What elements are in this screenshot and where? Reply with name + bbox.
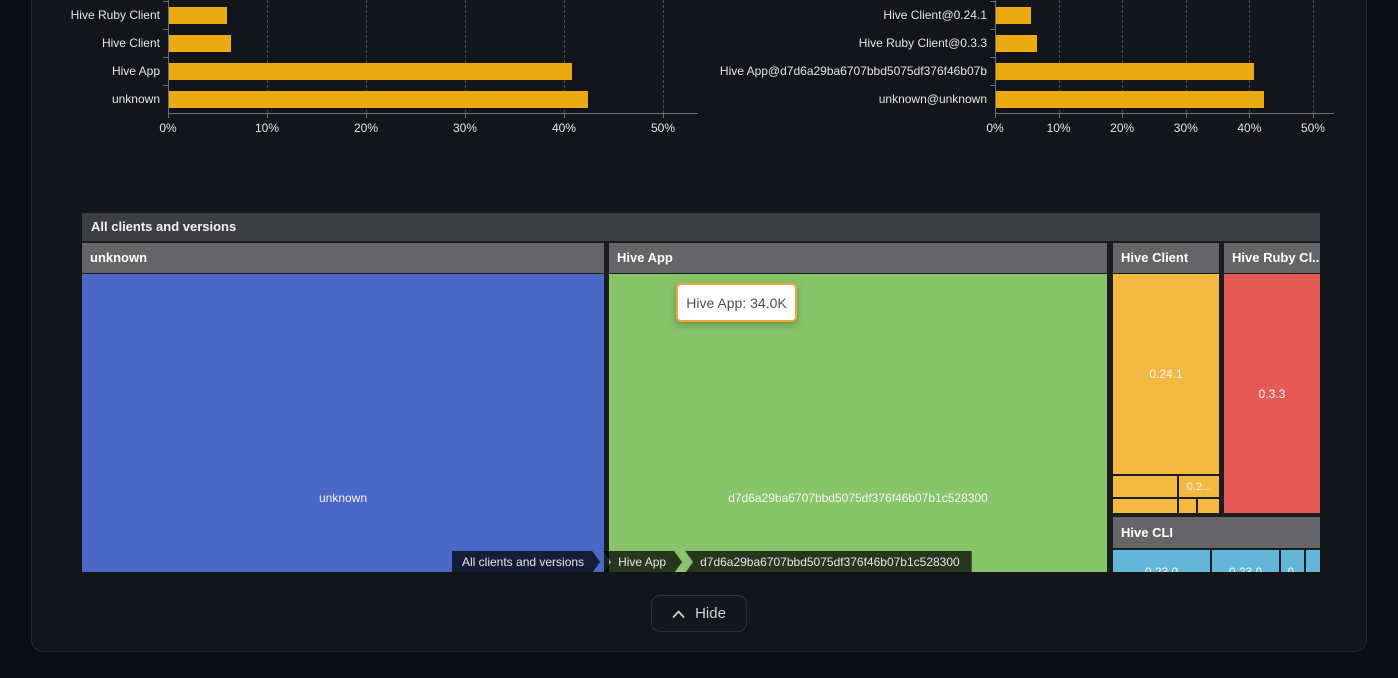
treemap-group-header-hive-app[interactable]: Hive App <box>609 243 1107 273</box>
category-label: unknown <box>111 92 160 106</box>
treemap-tooltip: Hive App: 34.0K <box>676 283 797 322</box>
gridline <box>1058 0 1060 113</box>
treemap-node-hive-client-0-24-1[interactable]: 0.24.1 <box>1113 274 1219 474</box>
bar[interactable] <box>996 91 1264 108</box>
gridline <box>663 0 664 113</box>
treemap-node-hive-client-minor[interactable]: 0.2... <box>1179 476 1219 497</box>
breadcrumb-item-hash[interactable]: d7d6a29ba6707bbd5075df376f46b07b1c528300 <box>685 551 972 572</box>
breadcrumb-item-hive-app[interactable]: Hive App <box>603 551 682 572</box>
treemap-node-hive-cli-version[interactable]: 0.23.0 <box>1212 550 1279 572</box>
y-axis-line <box>995 0 996 113</box>
category-label: Hive Client <box>101 36 160 50</box>
axis-tick <box>168 113 169 118</box>
axis-tick <box>465 113 466 118</box>
axis-tick-label: 0% <box>159 121 177 135</box>
axis-tick-label: 10% <box>254 121 280 135</box>
axis-tick-label: 40% <box>551 121 577 135</box>
axis-tick <box>1185 113 1187 118</box>
axis-tick <box>163 29 168 30</box>
bar[interactable] <box>169 91 588 108</box>
treemap-group-header-unknown[interactable]: unknown <box>82 243 604 273</box>
axis-tick <box>267 113 268 118</box>
gridline <box>564 0 565 113</box>
category-label: Hive Ruby Client <box>70 8 160 22</box>
axis-tick <box>663 113 664 118</box>
treemap-node-hive-cli-version[interactable]: 0. <box>1281 550 1304 572</box>
gridline <box>1249 0 1251 113</box>
category-label: Hive App <box>111 64 160 78</box>
gridline <box>465 0 466 113</box>
axis-tick <box>995 113 996 118</box>
x-axis-line <box>995 113 1334 114</box>
clients-treemap: All clients and versions unknown unknown… <box>82 213 1320 572</box>
treemap-node-label: unknown <box>318 491 368 505</box>
hide-button[interactable]: Hide <box>651 595 747 632</box>
gridline <box>1122 0 1124 113</box>
treemap-group-header-hive-ruby-client[interactable]: Hive Ruby Cl... <box>1224 243 1320 273</box>
axis-tick <box>1313 113 1314 118</box>
bar[interactable] <box>169 7 228 24</box>
treemap-node-hive-cli-version[interactable]: 0.23.0 <box>1113 550 1210 572</box>
axis-tick-label: 30% <box>452 121 478 135</box>
axis-tick-label: 40% <box>1237 121 1262 135</box>
axis-tick <box>990 1 995 2</box>
axis-tick <box>1122 113 1124 118</box>
treemap-group-header-hive-cli[interactable]: Hive CLI <box>1113 517 1320 548</box>
axis-tick-label: 50% <box>1300 121 1326 135</box>
treemap-root-header[interactable]: All clients and versions <box>82 213 1320 241</box>
treemap-node-unknown[interactable]: unknown <box>82 274 604 572</box>
axis-tick-label: 50% <box>650 121 676 135</box>
axis-tick <box>990 85 995 86</box>
axis-tick <box>163 85 168 86</box>
axis-tick <box>366 113 367 118</box>
bar[interactable] <box>169 35 232 52</box>
treemap-node-label: d7d6a29ba6707bbd5075df376f46b07b1c528300 <box>728 491 988 505</box>
category-label: unknown@unknown <box>878 92 987 106</box>
treemap-node-hive-client-minor[interactable] <box>1113 499 1177 513</box>
axis-tick <box>564 113 565 118</box>
axis-tick-label: 20% <box>353 121 379 135</box>
gridline <box>1313 0 1314 113</box>
breadcrumb-item-root[interactable]: All clients and versions <box>452 551 600 572</box>
axis-tick-label: 10% <box>1046 121 1071 135</box>
axis-tick <box>990 29 995 30</box>
axis-tick <box>1249 113 1251 118</box>
treemap-node-hive-cli-version[interactable] <box>1306 550 1320 572</box>
treemap-node-hive-client-minor[interactable] <box>1179 499 1196 513</box>
gridline <box>366 0 367 113</box>
bar[interactable] <box>996 35 1037 52</box>
axis-tick <box>1058 113 1060 118</box>
category-label: Hive App@d7d6a29ba6707bbd5075df376f46b07… <box>719 64 987 78</box>
breadcrumb: All clients and versions Hive App d7d6a2… <box>452 551 972 572</box>
bar[interactable] <box>996 63 1255 80</box>
axis-tick <box>163 1 168 2</box>
bar[interactable] <box>996 7 1031 24</box>
hide-button-label: Hide <box>695 605 726 622</box>
gridline <box>267 0 268 113</box>
category-label: Hive Ruby Client@0.3.3 <box>858 36 987 50</box>
axis-tick-label: 20% <box>1110 121 1135 135</box>
gridline <box>1185 0 1187 113</box>
y-axis-line <box>168 0 169 113</box>
category-label: Hive Client@0.24.1 <box>883 8 987 22</box>
treemap-group-header-hive-client[interactable]: Hive Client <box>1113 243 1219 273</box>
treemap-node-hive-ruby-0-3-3[interactable]: 0.3.3 <box>1224 274 1320 513</box>
axis-tick-label: 0% <box>986 121 1004 135</box>
axis-tick-label: 30% <box>1173 121 1198 135</box>
axis-tick <box>990 57 995 58</box>
chevron-up-icon <box>672 610 685 618</box>
axis-tick <box>163 57 168 58</box>
treemap-node-hive-client-minor[interactable] <box>1198 499 1219 513</box>
treemap-node-hive-app-hash[interactable]: d7d6a29ba6707bbd5075df376f46b07b1c528300 <box>609 274 1107 572</box>
treemap-node-hive-client-minor[interactable] <box>1113 476 1177 497</box>
x-axis-line <box>168 113 698 114</box>
bar[interactable] <box>169 63 572 80</box>
